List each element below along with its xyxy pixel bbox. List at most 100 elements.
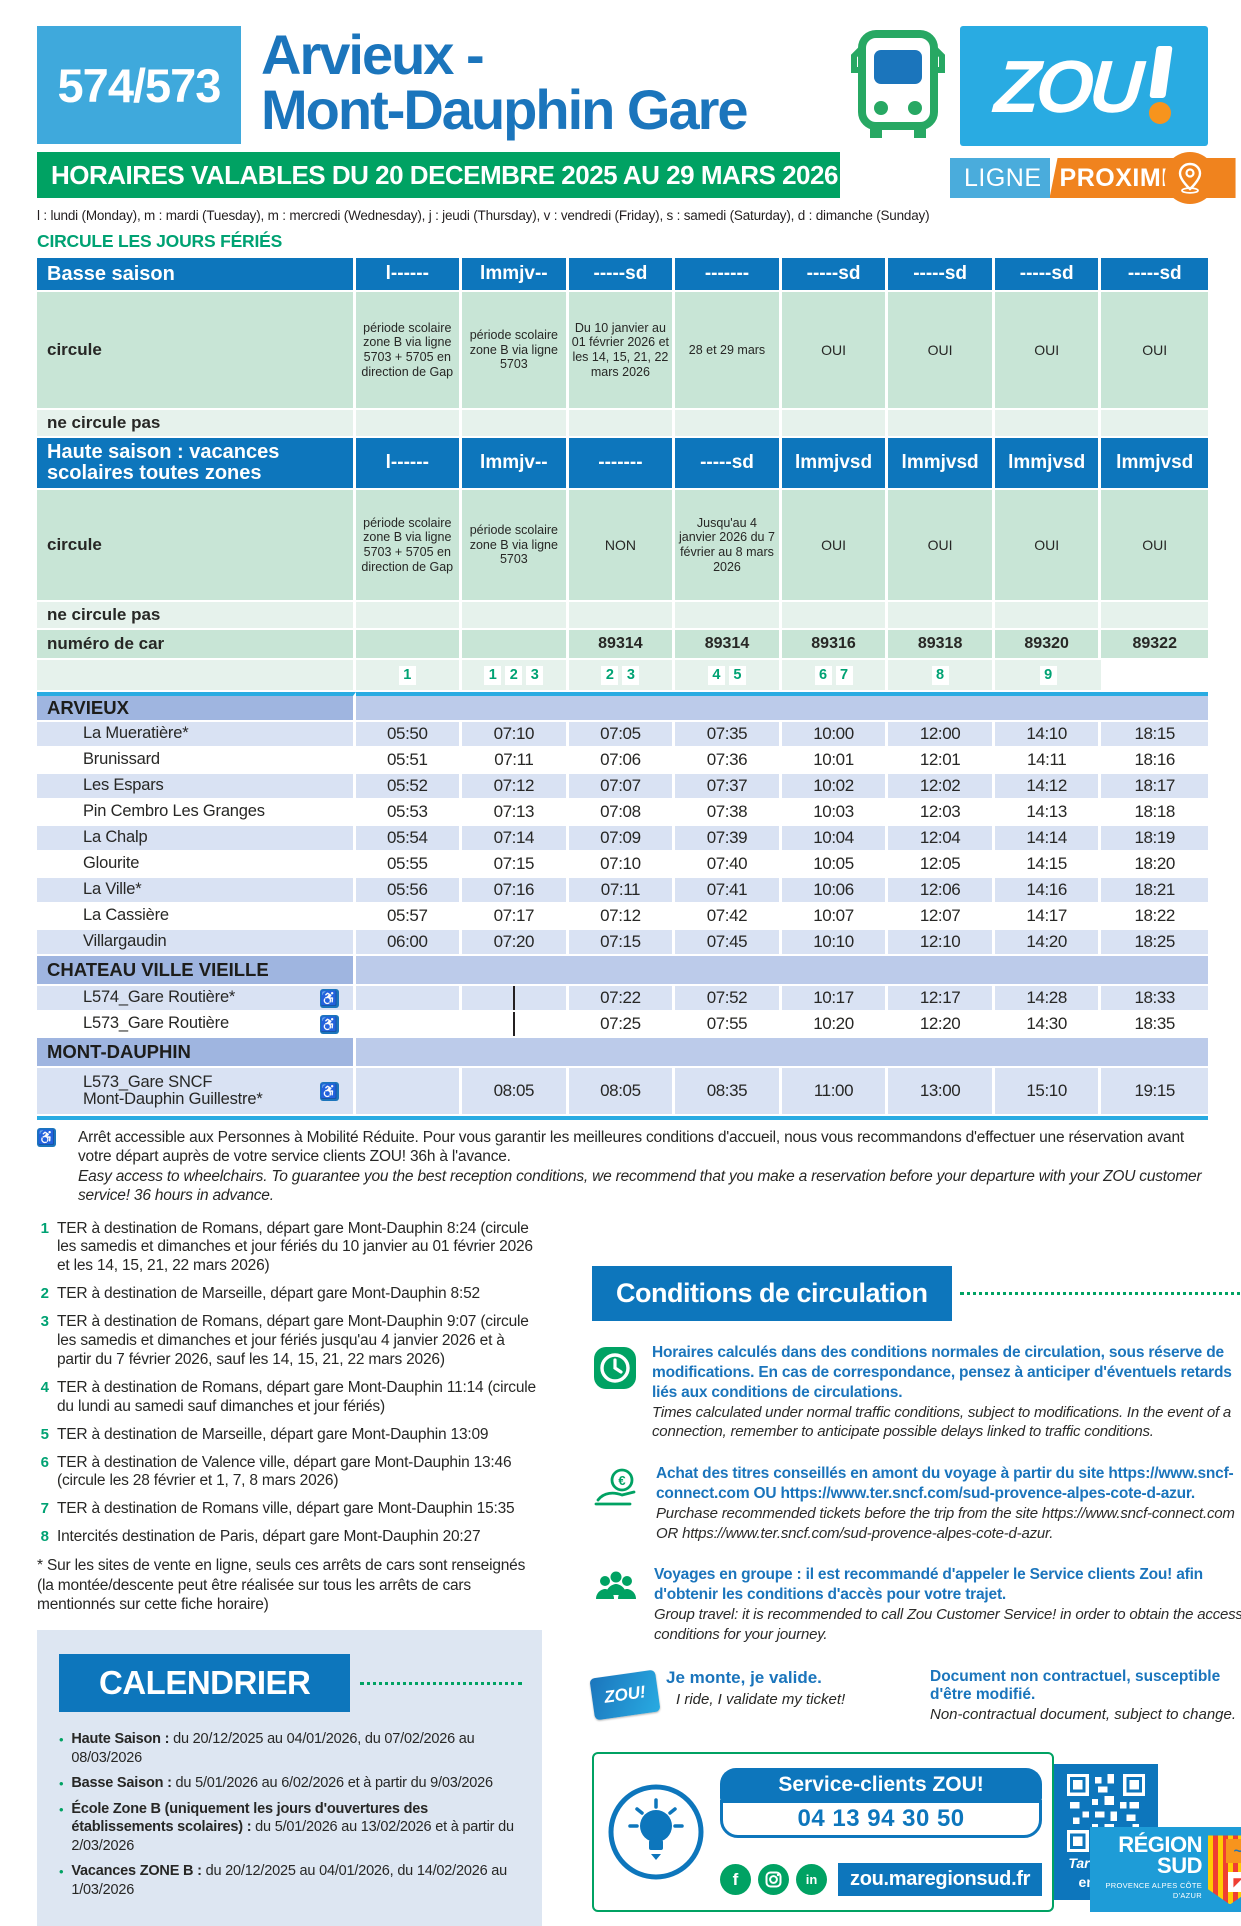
time-cell: 14:15 (994, 852, 1102, 878)
day-pattern: lmmjvsd (888, 438, 995, 490)
time-cell: 18:25 (1101, 930, 1208, 956)
day-pattern: l------ (355, 258, 463, 292)
region-shield: ~ ◤ (1208, 1835, 1241, 1905)
condition-text-fr: Voyages en groupe : il est recommandé d'… (654, 1566, 1203, 1604)
validity-text: HORAIRES VALABLES DU 20 DECEMBRE 2025 AU… (51, 159, 838, 190)
badge-ligne-label: LIGNE (950, 158, 1050, 198)
time-cell: 08:35 (675, 1068, 782, 1116)
circule-cell: Du 10 janvier au 01 février 2026 et les … (568, 292, 676, 410)
time-cell: 07:10 (462, 722, 569, 748)
stop-row: Villargaudin 06:00 07:20 07:15 07:45 10:10 12:… (37, 930, 1208, 956)
circule-cell: OUI (1101, 292, 1208, 410)
validity-banner: HORAIRES VALABLES DU 20 DECEMBRE 2025 AU… (37, 152, 885, 198)
time-cell: 07:07 (568, 774, 676, 800)
region-line-2: SUD (1157, 1853, 1202, 1879)
day-pattern: -----sd (781, 258, 889, 292)
note-ref-cell: 9 (994, 660, 1102, 692)
linkedin-icon[interactable]: in (796, 1864, 827, 1896)
note-ref-cell: 1 (355, 660, 463, 692)
stop-name: Villargaudin (37, 930, 356, 956)
ne-circule-label: ne circule pas (37, 602, 356, 630)
asterisk-note: * Sur les sites de vente en ligne, seuls… (37, 1557, 526, 1613)
instagram-icon[interactable] (758, 1864, 789, 1896)
haute-saison-header-row: Haute saison : vacances scolaires toutes… (37, 438, 1208, 490)
basse-ne-circule-row: ne circule pas (37, 410, 1208, 438)
footnote-text: Intercités destination de Paris, départ … (57, 1528, 481, 1546)
wheelchair-icon: ♿ (37, 1128, 56, 1147)
bullet-icon: • (59, 1864, 64, 1880)
note-ref-number: 9 (1039, 665, 1057, 685)
time-cell: 07:40 (675, 852, 782, 878)
circule-cell: OUI (781, 292, 889, 410)
stop-row: Glourite 05:55 07:15 07:10 07:40 10:05 12:05 14… (37, 852, 1208, 878)
note-ref-number: 4 (707, 665, 725, 685)
car-number-row: numéro de car 89314 89314 89316 89318 89… (37, 630, 1208, 660)
footnote-number: 5 (40, 1425, 49, 1443)
note-ref-number: 2 (601, 665, 619, 685)
footnote: 1 TER à destination de Romans, départ gar… (37, 1220, 542, 1277)
time-cell: 07:22 (568, 986, 676, 1012)
note-ref-number: 3 (526, 665, 544, 685)
time-cell: 05:55 (355, 852, 463, 878)
section-name: ARVIEUX (37, 692, 356, 722)
ne-circule-label: ne circule pas (37, 410, 356, 438)
time-cell: 18:17 (1101, 774, 1208, 800)
footnote-text: TER à destination de Marseille, départ g… (57, 1425, 489, 1443)
time-cell: 10:06 (781, 878, 889, 904)
stop-name: La Cassière (37, 904, 356, 930)
pmr-note-en: Easy access to wheelchairs. To guarantee… (78, 1167, 1202, 1205)
conditions-list: Horaires calculés dans des conditions no… (592, 1343, 1241, 1645)
footnote: 2 TER à destination de Marseille, départ … (37, 1285, 542, 1304)
document-note-fr: Document non contractuel, susceptible d'… (930, 1668, 1221, 1704)
title-line-1: Arvieux - (261, 23, 485, 86)
time-cell: 10:02 (781, 774, 889, 800)
basse-saison-header-row: Basse saison l------ lmmjv-- -----sd ---… (37, 258, 1208, 292)
circule-cell: OUI (888, 292, 995, 410)
note-ref-number: 5 (728, 665, 746, 685)
service-phone[interactable]: 04 13 94 30 50 (720, 1800, 1043, 1839)
through-line (513, 986, 515, 1010)
validate-fr: Je monte, je valide. (666, 1668, 822, 1688)
bullet-icon: • (59, 1801, 64, 1817)
time-cell: 07:55 (675, 1012, 782, 1038)
website-link[interactable]: zou.maregionsud.fr (838, 1863, 1043, 1897)
holiday-service-note: CIRCULE LES JOURS FÉRIÉS (37, 231, 283, 251)
footnote-text: TER à destination de Romans ville, dépar… (57, 1500, 515, 1518)
page-title: Arvieux - Mont-Dauphin Gare (261, 23, 749, 141)
condition-text-en: Times calculated under normal traffic co… (652, 1403, 1232, 1441)
stop-row: Brunissard 05:51 07:11 07:06 07:36 10:01 12:01… (37, 748, 1208, 774)
stop-row: La Ville* 05:56 07:16 07:11 07:41 10:06 12:06 1… (37, 878, 1208, 904)
section-name: CHATEAU VILLE VIEILLE (37, 956, 356, 986)
note-ref-number: 8 (931, 665, 949, 685)
footnote-number: 1 (40, 1219, 49, 1237)
day-pattern: -----sd (888, 258, 995, 292)
time-cell (355, 1012, 463, 1038)
lightbulb-icon (604, 1764, 708, 1900)
time-cell: 07:15 (568, 930, 676, 956)
circule-cell: OUI (888, 490, 995, 602)
stop-name: Pin Cembro Les Granges (37, 800, 356, 826)
time-cell: 14:20 (994, 930, 1102, 956)
footnote-text: TER à destination de Marseille, départ g… (57, 1285, 480, 1303)
facebook-icon[interactable]: f (720, 1864, 751, 1896)
note-ref-number: 1 (484, 665, 502, 685)
time-cell: 12:03 (888, 800, 995, 826)
calendar-item-text: Haute Saison : du 20/12/2025 au 04/01/20… (71, 1731, 475, 1767)
day-pattern: ------- (675, 258, 782, 292)
calendar-item: • Haute Saison : du 20/12/2025 au 04/01/2… (59, 1730, 522, 1768)
stop-name: La Chalp (37, 826, 356, 852)
page-header: 574/573 Arvieux - Mont-Dauphin Gare ZOU (37, 26, 1208, 146)
footnote-number: 6 (40, 1453, 49, 1471)
car-number-cell (462, 630, 569, 660)
title-line-2: Mont-Dauphin Gare (261, 77, 749, 141)
time-cell: 12:04 (888, 826, 995, 852)
region-line-1: RÉGION (1118, 1832, 1202, 1858)
time-cell: 05:54 (355, 826, 463, 852)
calendar-icon (849, 159, 885, 193)
time-cell: 12:02 (888, 774, 995, 800)
circule-cell: 28 et 29 mars (675, 292, 782, 410)
section-header-fill (355, 1038, 1208, 1068)
time-cell: 05:56 (355, 878, 463, 904)
stop-name: La Ville* (37, 878, 356, 904)
